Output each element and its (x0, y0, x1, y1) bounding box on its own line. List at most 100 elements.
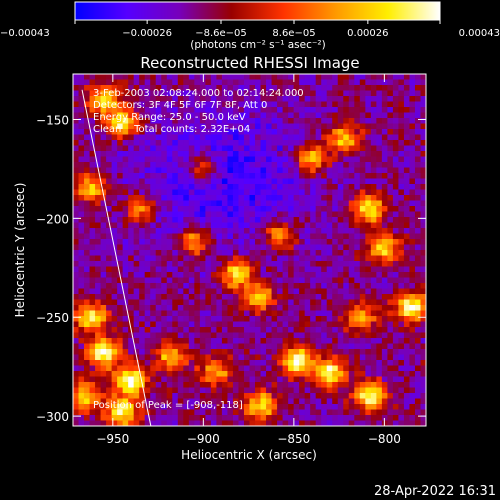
heatmap-cell (106, 167, 113, 174)
heatmap-cell (414, 376, 422, 383)
heatmap-cell (304, 327, 311, 334)
heatmap-cell (243, 316, 251, 323)
heatmap-cell (288, 239, 295, 246)
heatmap-cell (122, 107, 129, 114)
heatmap-cell (321, 244, 328, 251)
heatmap-cell (365, 134, 372, 141)
heatmap-cell (238, 206, 245, 213)
heatmap-cell (177, 305, 184, 312)
heatmap-cell (370, 244, 377, 251)
heatmap-cell (304, 415, 311, 422)
heatmap-cell (359, 200, 366, 207)
heatmap-cell (183, 338, 190, 345)
heatmap-cell (420, 211, 426, 218)
heatmap-cell (365, 79, 372, 86)
heatmap-cell (337, 360, 344, 367)
heatmap-cell (183, 239, 190, 246)
heatmap-cell (381, 365, 388, 372)
heatmap-cell (370, 294, 377, 301)
heatmap-cell (100, 288, 107, 295)
heatmap-cell (343, 316, 350, 323)
heatmap-cell (409, 79, 416, 86)
heatmap-cell (271, 316, 278, 323)
heatmap-cell (183, 184, 190, 191)
heatmap-cell (260, 255, 267, 262)
heatmap-cell (117, 261, 124, 268)
heatmap-cell (409, 371, 416, 378)
heatmap-cell (106, 129, 113, 136)
heatmap-cell (326, 382, 333, 389)
heatmap-cell (387, 310, 394, 317)
heatmap-cell (161, 409, 168, 416)
heatmap-cell (177, 140, 184, 147)
heatmap-cell (177, 387, 184, 394)
heatmap-cell (249, 206, 256, 213)
heatmap-cell (210, 145, 218, 152)
heatmap-cell (139, 360, 146, 367)
heatmap-cell (409, 85, 416, 92)
heatmap-cell (172, 255, 179, 262)
heatmap-cell (414, 118, 422, 125)
heatmap-cell (84, 178, 91, 185)
heatmap-cell (133, 239, 140, 246)
heatmap-cell (177, 283, 184, 290)
heatmap-cell (370, 283, 377, 290)
heatmap-cell (177, 250, 184, 257)
heatmap-cell (403, 261, 411, 268)
heatmap-cell (100, 189, 107, 196)
heatmap-cell (392, 349, 400, 356)
heatmap-cell (227, 90, 234, 97)
heatmap-cell (199, 134, 206, 141)
heatmap-cell (177, 415, 184, 422)
heatmap-cell (332, 90, 339, 97)
heatmap-cell (403, 305, 411, 312)
heatmap-cell (288, 167, 295, 174)
heatmap-cell (304, 255, 311, 262)
heatmap-cell (243, 321, 251, 328)
heatmap-cell (73, 365, 80, 372)
heatmap-cell (166, 233, 173, 240)
heatmap-cell (381, 184, 388, 191)
heatmap-cell (89, 382, 96, 389)
heatmap-cell (89, 244, 96, 251)
heatmap-cell (122, 222, 129, 229)
heatmap-cell (155, 327, 162, 334)
heatmap-cell (260, 365, 267, 372)
heatmap-cell (343, 288, 350, 295)
heatmap-cell (282, 365, 289, 372)
heatmap-cell (414, 294, 422, 301)
heatmap-cell (161, 376, 168, 383)
heatmap-cell (95, 162, 102, 169)
heatmap-cell (73, 305, 80, 312)
heatmap-cell (359, 140, 366, 147)
heatmap-cell (420, 305, 426, 312)
heatmap-cell (227, 184, 234, 191)
heatmap-cell (144, 178, 151, 185)
heatmap-cell (95, 74, 102, 81)
heatmap-cell (172, 332, 179, 339)
heatmap-cell (420, 239, 426, 246)
heatmap-cell (277, 299, 284, 306)
heatmap-cell (155, 233, 162, 240)
heatmap-cell (337, 112, 344, 119)
heatmap-cell (337, 255, 344, 262)
heatmap-cell (310, 387, 317, 394)
heatmap-cell (266, 96, 273, 103)
heatmap-cell (139, 107, 146, 114)
heatmap-cell (199, 382, 206, 389)
heatmap-cell (299, 129, 306, 136)
heatmap-cell (227, 420, 234, 426)
heatmap-cell (84, 228, 91, 235)
heatmap-cell (150, 244, 157, 251)
heatmap-cell (348, 327, 355, 334)
heatmap-cell (332, 167, 339, 174)
heatmap-cell (409, 409, 416, 416)
heatmap-cell (409, 277, 416, 284)
heatmap-cell (122, 129, 129, 136)
heatmap-cell (277, 195, 284, 202)
heatmap-cell (409, 343, 416, 350)
heatmap-cell (122, 189, 129, 196)
heatmap-cell (100, 398, 107, 405)
heatmap-cell (95, 173, 102, 180)
heatmap-cell (199, 266, 206, 273)
